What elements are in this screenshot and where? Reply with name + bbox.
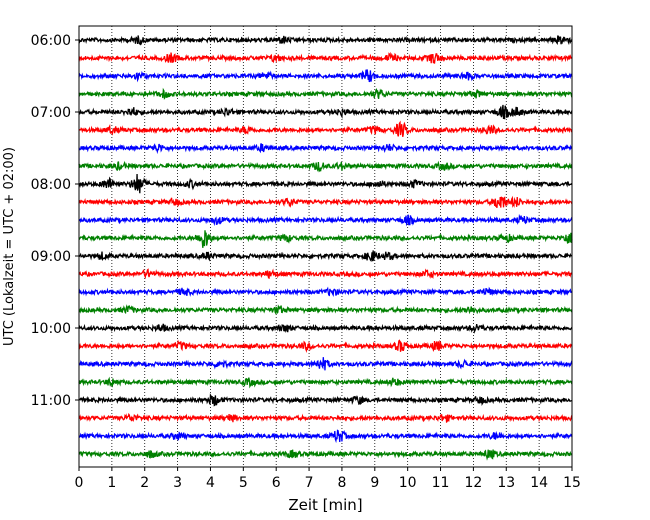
x-tick-label: 14 [530,475,548,491]
x-tick-label: 8 [337,475,346,491]
trace-1045 [78,376,573,389]
trace-0615 [78,51,573,64]
y-tick-label: 10:00 [31,321,71,337]
x-tick-label: 4 [206,475,215,491]
trace-0815 [78,195,573,209]
x-tick-label: 12 [464,475,482,491]
x-tick-label: 2 [140,475,149,491]
x-tick-label: 15 [563,475,581,491]
y-axis-ticks: 06:00 07:00 08:00 09:00 10:00 11:00 [31,33,79,409]
trace-0930 [78,286,573,298]
traces [78,35,573,461]
y-tick-label: 11:00 [31,393,71,409]
x-tick-label: 7 [305,475,314,491]
trace-0945 [78,304,573,315]
trace-0645 [78,87,573,100]
plot-frame [78,25,573,468]
x-tick-label: 0 [75,475,84,491]
trace-0715 [78,120,573,137]
x-tick-label: 3 [173,475,182,491]
trace-1115 [78,412,573,424]
x-tick-label: 5 [239,475,248,491]
trace-0745 [78,160,573,173]
x-tick-label: 11 [432,475,450,491]
trace-0730 [78,143,573,155]
trace-0915 [78,268,573,280]
trace-1145 [78,449,573,461]
x-tick-label: 1 [107,475,116,491]
y-axis-label: UTC (Lokalzeit = UTC + 02:00) [2,147,17,346]
y-tick-label: 06:00 [31,33,71,49]
trace-1130 [78,429,573,444]
trace-0800 [78,173,573,194]
trace-0700 [78,104,573,120]
trace-0900 [78,250,573,263]
x-tick-label: 10 [399,475,417,491]
trace-0830 [78,213,573,227]
x-tick-label: 6 [272,475,281,491]
x-axis-ticks: 0 1 2 3 4 5 6 7 8 9 10 11 12 13 14 15 [75,467,581,491]
trace-0600 [78,35,573,46]
y-tick-label: 08:00 [31,177,71,193]
x-tick-label: 9 [370,475,379,491]
trace-1030 [78,357,573,371]
trace-0630 [78,69,573,83]
x-axis-label: Zeit [min] [288,496,362,514]
trace-0845 [78,230,573,248]
trace-1015 [78,339,573,353]
trace-1000 [78,323,573,334]
y-tick-label: 09:00 [31,249,71,265]
trace-1100 [78,393,573,407]
x-tick-label: 13 [497,475,515,491]
y-tick-label: 07:00 [31,105,71,121]
